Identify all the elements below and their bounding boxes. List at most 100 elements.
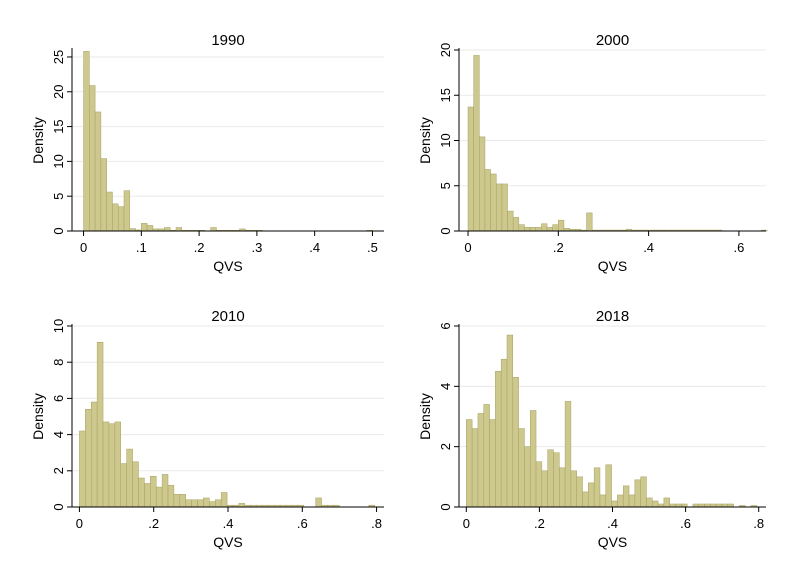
histogram-panel-2000: 0 5 10 15 20 0 .2 .4 .6 2000 QVS Density [417, 32, 768, 274]
y-tick-label: 0 [51, 503, 66, 510]
histogram-bar [85, 409, 92, 508]
histogram-bar [79, 430, 86, 508]
histogram-bar [507, 210, 514, 232]
histogram-bar [179, 494, 186, 508]
histogram-bar [102, 421, 110, 508]
y-axis-label: Density [417, 117, 433, 164]
y-tick-label: 2 [438, 443, 453, 450]
histogram-bar [646, 497, 653, 508]
y-tick-label: 20 [438, 43, 453, 57]
histogram-bar [112, 203, 119, 232]
y-tick-label: 25 [51, 50, 66, 64]
histogram-bar [559, 467, 566, 508]
histogram-bar [138, 477, 145, 508]
panel-title: 2018 [596, 308, 629, 325]
histogram-bar [529, 227, 537, 232]
histogram-bar [175, 227, 183, 232]
histogram-bar [150, 475, 157, 508]
histogram-bar [473, 55, 480, 232]
x-tick-label: .6 [733, 240, 744, 255]
histogram-bar [547, 449, 554, 508]
x-tick-label: 0 [76, 516, 83, 531]
histogram-bar [640, 476, 647, 508]
histogram-bar [518, 224, 525, 232]
histogram-bar [484, 169, 491, 232]
x-tick-label: 0 [80, 240, 87, 255]
histogram-bar [495, 371, 502, 508]
histogram-bar [529, 410, 537, 508]
x-tick-label: .4 [607, 516, 618, 531]
histogram-bar [108, 423, 116, 508]
x-axis-label: QVS [213, 534, 243, 550]
histogram-bar [558, 219, 565, 232]
x-tick-label: .4 [223, 516, 234, 531]
histogram-panel-2010: 0 2 4 6 8 10 0 .2 .4 .6 .8 2010 QVS Density [30, 308, 384, 550]
y-axis-label: Density [417, 393, 433, 440]
histogram-bar [593, 467, 601, 508]
histogram-bar [197, 499, 204, 508]
histogram-bar [238, 503, 246, 508]
histogram-bar [89, 85, 96, 232]
histogram-bar [506, 334, 514, 508]
x-tick-label: .8 [753, 516, 764, 531]
histogram-bar [628, 494, 636, 508]
histogram-bar [512, 217, 520, 232]
histogram-bar [126, 448, 133, 508]
histogram-bar [471, 428, 479, 508]
histogram-bar [652, 500, 659, 508]
histogram-bar [512, 377, 519, 508]
histogram-bar [479, 136, 486, 232]
histogram-bar [500, 358, 508, 508]
histogram-bar [552, 224, 559, 232]
y-axis-label: Density [30, 393, 46, 440]
y-tick-label: 5 [51, 193, 66, 200]
x-tick-label: .2 [194, 240, 205, 255]
histogram-bar [94, 111, 102, 232]
histogram-bar [663, 497, 670, 508]
histogram-bar [467, 106, 474, 232]
histogram-panel-1990: 0 5 10 15 20 25 0 .1 .2 .3 .4 .5 1990 QVS Density [30, 32, 384, 274]
y-tick-label: 10 [51, 154, 66, 168]
x-axis-label: QVS [213, 258, 243, 274]
histogram-bar [489, 419, 496, 508]
y-axis-label: Density [30, 117, 46, 164]
y-tick-label: 0 [438, 503, 453, 510]
x-tick-label: .2 [534, 516, 545, 531]
histogram-bar [622, 485, 630, 508]
histogram-bar [132, 461, 139, 508]
histogram-bar [90, 401, 98, 508]
histogram-bar [215, 499, 222, 508]
histogram-bar [191, 499, 198, 508]
histogram-bar [582, 491, 589, 508]
histogram-bar [141, 223, 148, 232]
histogram-bar [466, 419, 473, 508]
histogram-bar [541, 223, 548, 232]
histogram-bar [185, 499, 192, 508]
histogram-bar [524, 446, 531, 508]
y-tick-label: 6 [51, 395, 66, 402]
histogram-bar [203, 497, 210, 508]
histogram-bar [173, 494, 181, 508]
x-tick-label: 0 [464, 240, 471, 255]
y-tick-label: 2 [51, 467, 66, 474]
histogram-bar [155, 486, 163, 508]
histogram-bar [576, 476, 583, 508]
y-tick-label: 20 [51, 85, 66, 99]
x-tick-label: .8 [371, 516, 382, 531]
y-tick-label: 4 [51, 431, 66, 438]
y-tick-label: 15 [438, 88, 453, 102]
x-tick-label: .5 [367, 240, 378, 255]
histogram-bar [586, 212, 593, 232]
histogram-bar [96, 342, 104, 508]
histogram-bar [535, 227, 542, 232]
histogram-bar [617, 494, 624, 508]
histogram-bar [546, 227, 553, 232]
histogram-bar [120, 463, 127, 508]
y-tick-label: 0 [438, 227, 453, 234]
histogram-bar [100, 158, 107, 232]
histogram-bar [541, 470, 548, 508]
x-tick-label: .4 [309, 240, 320, 255]
histogram-bar [315, 497, 322, 508]
histogram-bar [605, 464, 612, 508]
